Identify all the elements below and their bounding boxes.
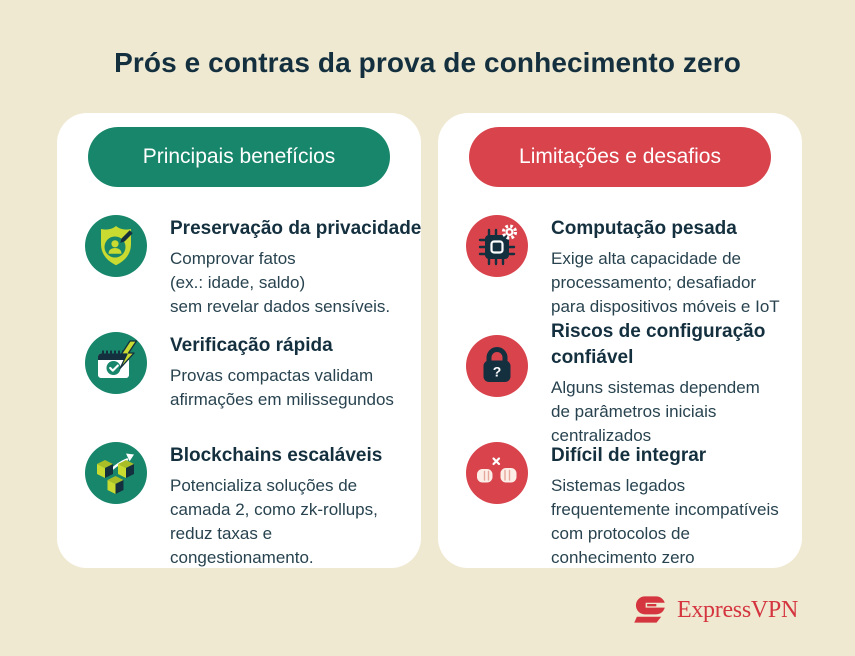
privacy-shield-icon [85,215,147,277]
item-title: Computação pesada [551,218,737,239]
item-title: Preservação da privacidade [170,218,422,239]
limitation-item-computation: Computação pesada Exige alta capacidade … [466,215,809,319]
page-title: Prós e contras da prova de conhecimento … [114,47,741,78]
integration-conflict-icon [466,442,528,504]
limitation-item-integration: Difícil de integrar Sistemas legados fre… [466,442,809,570]
item-title: Riscos de configuração confiável [551,321,766,368]
svg-text:?: ? [493,364,502,380]
benefits-header-pill: Principais benefícios [88,127,390,187]
limitations-card: Limitações e desafios Computação pesada … [438,113,802,568]
item-description: Exige alta capacidade de processamento; … [551,249,780,316]
limitations-header-pill: Limitações e desafios [469,127,771,187]
limitation-item-trusted-setup: ? Riscos de configuração confiável Algun… [466,318,809,448]
item-title: Verificação rápida [170,335,333,356]
expressvpn-logo: ExpressVPN [633,590,798,631]
item-description: Provas compactas validam afirmações em m… [170,366,394,409]
heavy-computation-icon [466,215,528,277]
scalable-blockchain-icon [85,442,147,504]
item-description: Comprovar fatos (ex.: idade, saldo) sem … [170,249,391,316]
expressvpn-logomark-icon [633,590,668,631]
item-title: Blockchains escaláveis [170,445,383,466]
item-description: Sistemas legados frequentemente incompat… [551,476,779,567]
fast-verification-icon [85,332,147,394]
benefit-item-blockchain: Blockchains escaláveis Potencializa solu… [85,442,428,570]
expressvpn-wordmark: ExpressVPN [677,597,798,623]
benefit-item-privacy: Preservação da privacidade Comprovar fat… [85,215,428,319]
trusted-setup-lock-icon: ? [466,335,528,397]
item-title: Difícil de integrar [551,445,707,466]
item-description: Alguns sistemas dependem de parâmetros i… [551,378,760,445]
benefits-card: Principais benefícios Preservação da pri… [57,113,421,568]
benefit-item-speed: Verificação rápida Provas compactas vali… [85,332,428,412]
item-description: Potencializa soluções de camada 2, como … [170,476,378,567]
